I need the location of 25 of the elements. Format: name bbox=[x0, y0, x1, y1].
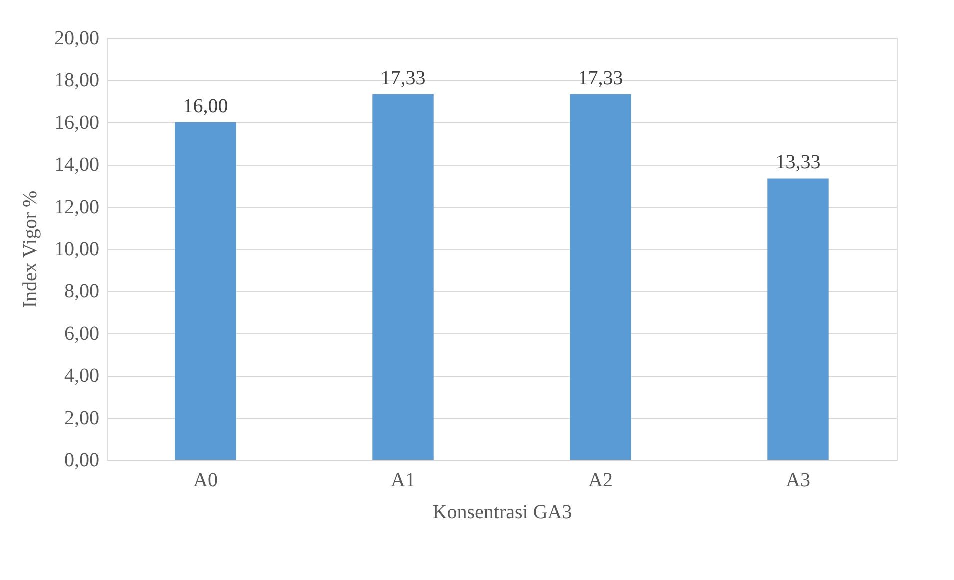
y-tick-label: 2,00 bbox=[64, 407, 100, 430]
x-axis-title: Konsentrasi GA3 bbox=[432, 502, 572, 524]
data-label: 17,33 bbox=[380, 67, 426, 90]
bar bbox=[768, 178, 829, 460]
data-label: 17,33 bbox=[578, 67, 624, 90]
y-tick-label: 0,00 bbox=[64, 450, 100, 472]
bar bbox=[570, 94, 632, 460]
bar bbox=[175, 122, 236, 460]
y-tick-label: 6,00 bbox=[64, 322, 100, 345]
x-tick-label: A0 bbox=[194, 470, 218, 492]
y-tick-label: 12,00 bbox=[54, 196, 100, 218]
data-label: 16,00 bbox=[183, 95, 228, 118]
y-tick-label: 4,00 bbox=[64, 365, 100, 388]
y-tick-label: 10,00 bbox=[54, 238, 100, 260]
y-tick-label: 14,00 bbox=[54, 154, 100, 176]
y-tick-label: 18,00 bbox=[54, 70, 100, 92]
y-tick-label: 20,00 bbox=[54, 28, 100, 50]
bar bbox=[372, 94, 434, 460]
x-tick-label: A2 bbox=[588, 470, 613, 492]
data-label: 13,33 bbox=[776, 152, 821, 174]
x-tick-label: A1 bbox=[391, 470, 416, 492]
y-tick-label: 8,00 bbox=[64, 280, 100, 303]
x-tick-label: A3 bbox=[786, 470, 810, 492]
y-tick-label: 16,00 bbox=[54, 112, 100, 134]
y-axis-title: Index Vigor % bbox=[20, 190, 42, 308]
